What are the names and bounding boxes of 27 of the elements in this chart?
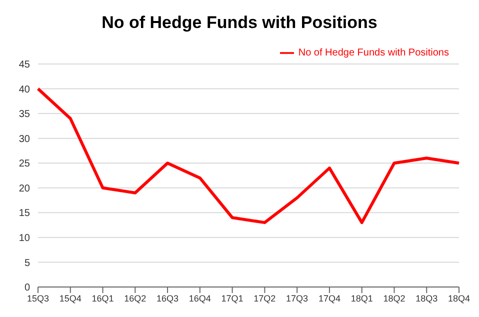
x-tick-label: 17Q1: [221, 293, 244, 304]
y-tick-label: 30: [18, 134, 30, 145]
y-tick-label: 45: [18, 60, 30, 71]
x-tick-label: 16Q3: [156, 293, 179, 304]
x-tick-label: 17Q4: [318, 293, 340, 304]
y-tick-label: 10: [18, 232, 30, 244]
x-tick-label: 18Q2: [383, 293, 406, 304]
x-tick-label: 15Q3: [26, 293, 50, 304]
y-tick-label: 0: [24, 282, 30, 294]
x-tick-label: 16Q2: [124, 293, 146, 304]
legend-label: No of Hedge Funds with Positions: [298, 48, 449, 59]
y-tick-label: 20: [18, 183, 30, 194]
y-tick-label: 35: [18, 109, 30, 120]
chart-title: No of Hedge Funds with Positions: [100, 12, 378, 34]
y-tick-label: 25: [18, 158, 30, 170]
x-tick-label: 18Q4: [448, 293, 470, 304]
y-tick-label: 5: [24, 258, 30, 269]
line-series: [36, 87, 460, 224]
x-tick-label: 16Q1: [92, 293, 114, 304]
x-tick-label: 17Q2: [254, 293, 276, 304]
x-tick-label: 17Q3: [286, 293, 308, 304]
x-tick-label: 15Q4: [59, 293, 82, 304]
x-tick-label: 18Q3: [416, 293, 438, 304]
y-tick-label: 15: [18, 208, 30, 220]
x-tick-label: 16Q4: [188, 293, 211, 304]
x-tick-label: 18Q1: [350, 293, 373, 304]
y-tick-label: 40: [18, 84, 30, 96]
